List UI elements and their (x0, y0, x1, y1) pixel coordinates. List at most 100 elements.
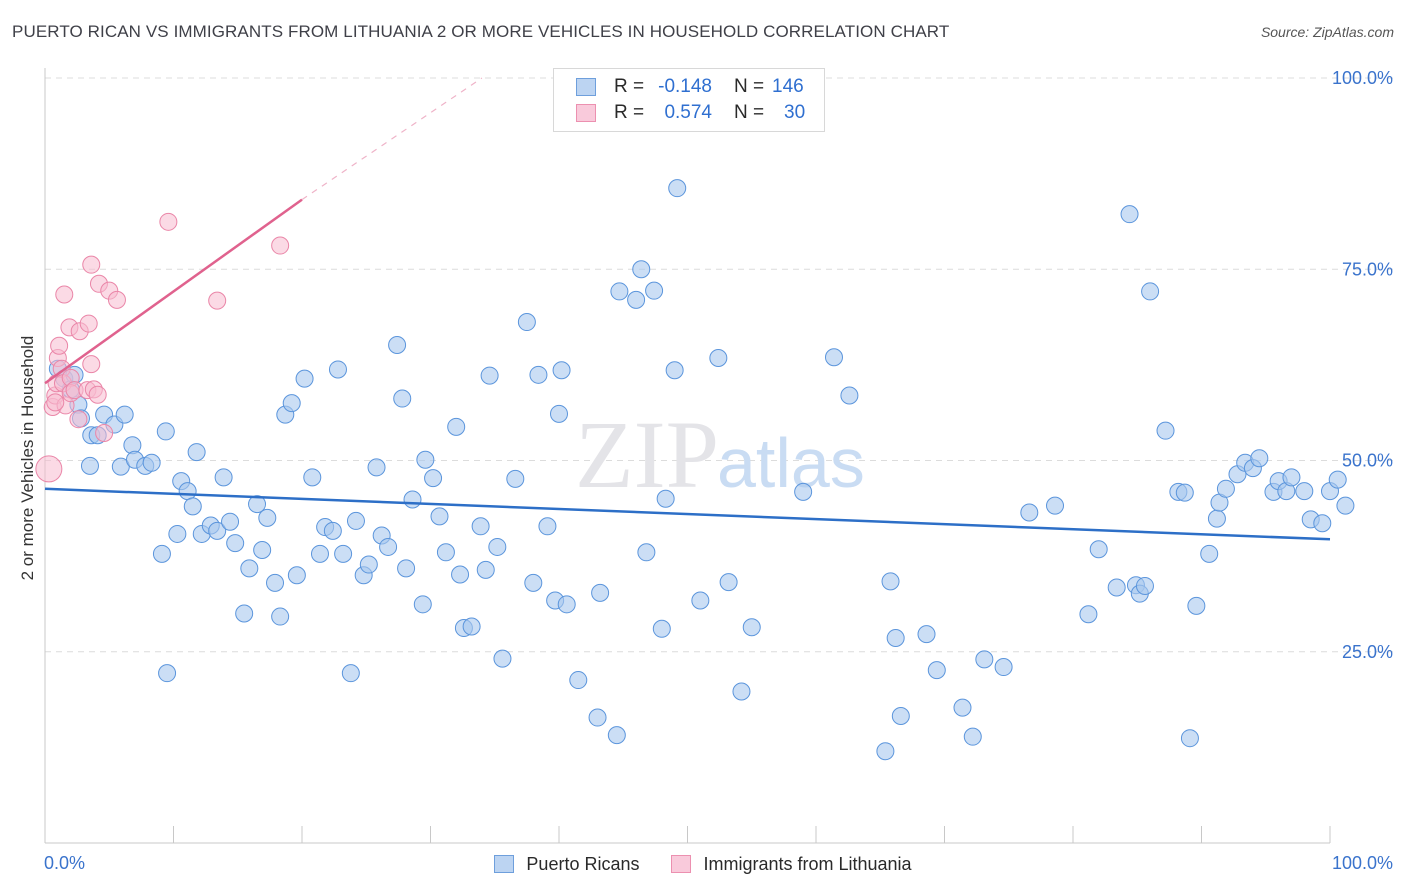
data-point-puerto-rican (248, 495, 267, 514)
data-point-puerto-rican (876, 742, 895, 761)
legend-swatch-pink (671, 855, 692, 873)
data-point-puerto-rican (1107, 578, 1126, 597)
y-tick-label: 50.0% (1342, 451, 1393, 471)
data-point-puerto-rican (610, 282, 629, 301)
legend-item-puerto-ricans[interactable]: Puerto Ricans (494, 854, 639, 875)
data-point-puerto-rican (480, 366, 499, 385)
legend-item-lithuania[interactable]: Immigrants from Lithuania (671, 853, 912, 875)
data-point-puerto-rican (709, 348, 728, 367)
data-point-puerto-rican (403, 490, 422, 509)
data-point-puerto-rican (462, 617, 481, 636)
data-point-puerto-rican (346, 511, 365, 530)
data-point-lithuania (50, 336, 69, 355)
data-point-puerto-rican (397, 559, 416, 578)
data-point-puerto-rican (524, 573, 543, 592)
legend-label-lithuania: Immigrants from Lithuania (703, 853, 912, 874)
data-point-lithuania (159, 212, 178, 231)
trend-line-puerto-ricans (44, 487, 1331, 541)
data-point-puerto-rican (529, 365, 548, 384)
data-point-puerto-rican (295, 369, 314, 388)
data-point-puerto-rican (235, 604, 254, 623)
puerto-ricans-points (48, 179, 1355, 761)
y-tick-label: 25.0% (1342, 642, 1393, 662)
data-point-puerto-rican (156, 422, 175, 441)
data-point-lithuania (208, 291, 227, 310)
data-point-lithuania (79, 314, 98, 333)
x-tick-label: 100.0% (1332, 853, 1393, 873)
data-point-puerto-rican (1207, 509, 1226, 528)
data-point-puerto-rican (927, 661, 946, 680)
data-point-puerto-rican (891, 707, 910, 726)
data-point-puerto-rican (258, 508, 277, 527)
data-point-lithuania (271, 236, 290, 255)
data-point-puerto-rican (1175, 483, 1194, 502)
data-point-puerto-rican (538, 517, 557, 536)
lithuania-points (35, 212, 290, 483)
data-point-puerto-rican (742, 618, 761, 637)
data-point-puerto-rican (1135, 576, 1154, 595)
y-tick-label: 100.0% (1332, 68, 1393, 88)
data-point-puerto-rican (550, 404, 568, 423)
data-point-puerto-rican (476, 560, 495, 579)
data-point-puerto-rican (1079, 605, 1098, 624)
series-legend: Puerto Ricans Immigrants from Lithuania (0, 852, 1406, 876)
watermark-atlas: atlas (717, 424, 865, 502)
data-point-puerto-rican (517, 313, 536, 332)
data-point-puerto-rican (451, 565, 470, 584)
data-point-puerto-rican (569, 671, 588, 690)
legend-r-label: R = (614, 76, 645, 97)
data-point-puerto-rican (323, 521, 342, 540)
data-point-puerto-rican (208, 521, 227, 540)
data-point-puerto-rican (471, 517, 490, 536)
data-point-puerto-rican (665, 361, 684, 380)
data-point-lithuania (82, 355, 101, 374)
data-point-puerto-rican (975, 650, 994, 669)
data-point-puerto-rican (953, 698, 972, 717)
y-axis-label: 2 or more Vehicles in Household (18, 336, 37, 581)
data-point-lithuania (82, 255, 101, 274)
data-point-lithuania (107, 290, 126, 309)
data-point-lithuania (55, 285, 74, 304)
data-point-puerto-rican (1187, 596, 1206, 615)
legend-n-value: 146 (772, 76, 804, 97)
data-point-puerto-rican (341, 664, 360, 683)
data-point-puerto-rican (1336, 496, 1355, 515)
data-point-puerto-rican (552, 361, 571, 380)
legend-r-value: 0.574 (664, 102, 712, 123)
trend-layer (44, 77, 1331, 541)
data-point-puerto-rican (413, 595, 432, 614)
data-point-puerto-rican (1156, 421, 1175, 440)
trend-line-lithuania (44, 198, 303, 385)
legend-row-puerto-ricans: R = -0.148 N = 146 (576, 75, 804, 99)
data-point-lithuania (46, 393, 65, 412)
data-point-puerto-rican (691, 591, 710, 610)
legend-swatch-pink (576, 104, 596, 122)
legend-n-value: 30 (784, 102, 806, 123)
data-point-puerto-rican (668, 179, 687, 198)
data-point-puerto-rican (142, 453, 161, 472)
data-point-puerto-rican (1328, 470, 1347, 489)
data-point-puerto-rican (1282, 468, 1301, 487)
legend-swatch-blue (576, 78, 596, 96)
data-point-puerto-rican (557, 595, 576, 614)
data-point-puerto-rican (334, 544, 353, 563)
data-point-puerto-rican (328, 360, 347, 379)
data-point-puerto-rican (627, 290, 646, 309)
data-point-puerto-rican (886, 628, 905, 647)
data-point-puerto-rican (168, 524, 187, 543)
data-point-puerto-rican (282, 394, 301, 413)
data-point-puerto-rican (367, 458, 386, 477)
data-point-puerto-rican (393, 389, 412, 408)
data-point-puerto-rican (388, 335, 407, 354)
legend-n-label: N = (734, 76, 765, 97)
data-point-puerto-rican (1046, 496, 1065, 515)
data-point-puerto-rican (271, 607, 290, 626)
data-point-puerto-rican (488, 537, 507, 556)
data-point-puerto-rican (447, 417, 466, 436)
data-point-puerto-rican (115, 405, 134, 424)
legend-n-label: N = (734, 102, 765, 123)
data-point-puerto-rican (183, 497, 202, 516)
data-point-puerto-rican (187, 443, 206, 462)
data-point-lithuania (95, 423, 114, 442)
